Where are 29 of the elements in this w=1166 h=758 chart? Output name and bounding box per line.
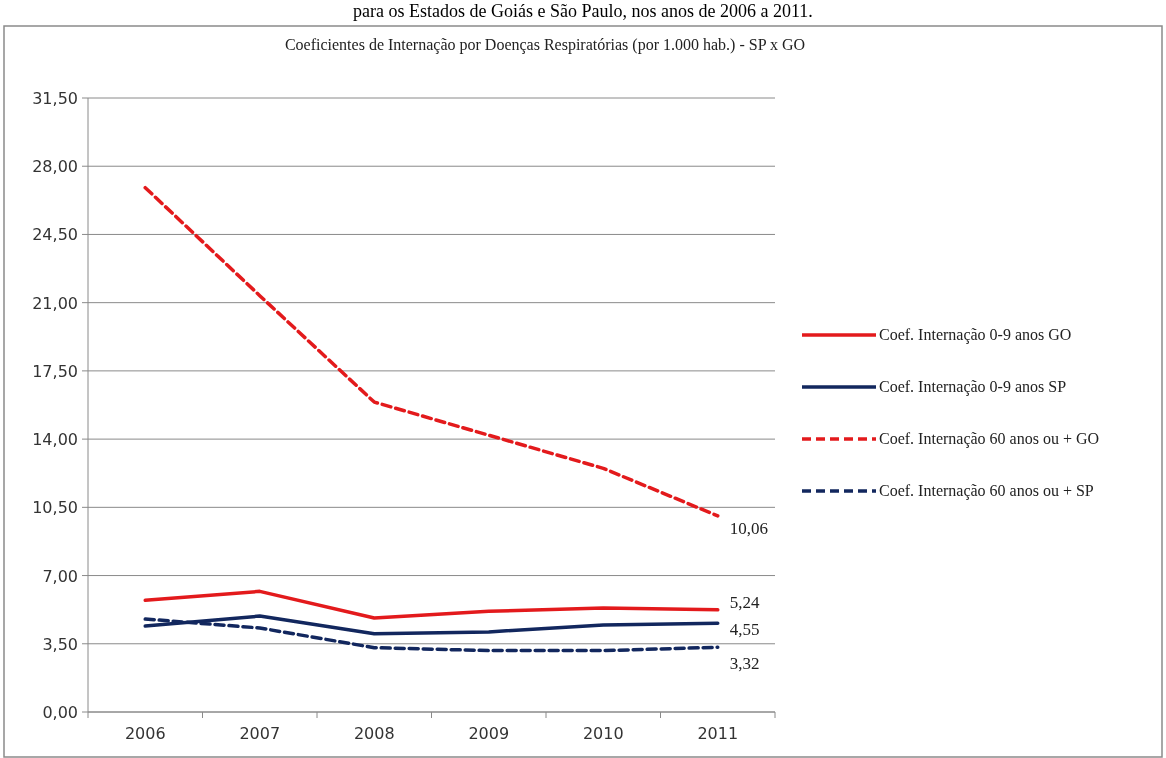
legend-label: Coef. Internação 60 anos ou + GO: [879, 430, 1100, 448]
y-tick-label: 10,50: [32, 498, 78, 518]
y-tick-label: 7,00: [42, 566, 78, 586]
text: para os Estados de Goiás e São Paulo, nos anos de 2006 a 2011.: [353, 1, 813, 21]
legend-label: Coef. Internação 60 anos ou + SP: [879, 482, 1094, 500]
y-tick-label: 17,50: [32, 361, 78, 381]
x-tick-label: 2009: [468, 724, 510, 743]
y-tick-label: 21,00: [32, 293, 78, 313]
line-series: [143, 589, 720, 620]
legend-label: Coef. Internação 0-9 anos GO: [879, 326, 1072, 344]
x-tick-label: 2007: [239, 724, 281, 743]
data-label: 3,32: [729, 654, 760, 674]
data-label: 10,06: [729, 518, 768, 538]
x-tick-label: 2008: [353, 724, 395, 743]
data-label: 5,24: [729, 592, 760, 612]
y-tick-label: 24,50: [32, 225, 78, 245]
chart-title: Coeficientes de Internação por Doenças Respiratórias (por 1.000 hab.) - SP x GO: [284, 36, 806, 54]
line-series: [143, 617, 720, 653]
data-label: 4,55: [729, 620, 760, 640]
x-tick-label: 2006: [124, 724, 166, 743]
y-tick-label: 0,00: [42, 703, 78, 722]
x-tick-label: 2011: [697, 724, 739, 743]
legend-label: Coef. Internação 0-9 anos SP: [879, 378, 1067, 396]
line-series: [143, 185, 720, 518]
x-tick-label: 2010: [582, 724, 624, 743]
y-tick-label: 31,50: [32, 89, 78, 108]
y-tick-label: 3,50: [42, 634, 78, 654]
y-tick-label: 28,00: [32, 157, 78, 177]
y-tick-label: 14,00: [32, 430, 78, 450]
